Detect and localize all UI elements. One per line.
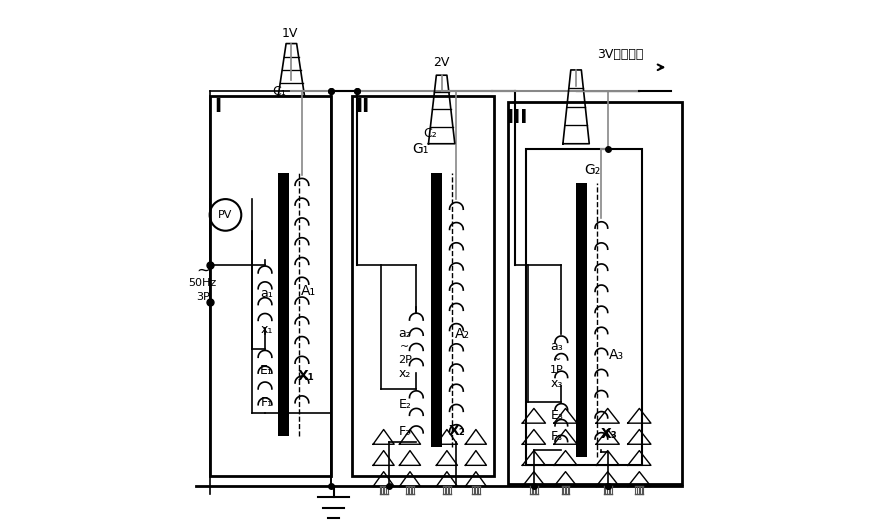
Text: C₂: C₂ <box>423 127 437 140</box>
Text: G₁: G₁ <box>412 142 428 156</box>
Bar <box>525 149 641 465</box>
Text: A₃: A₃ <box>608 348 623 361</box>
Text: 3P: 3P <box>196 292 210 302</box>
Text: a₁: a₁ <box>260 287 273 301</box>
Text: F₂: F₂ <box>398 425 410 438</box>
Text: a₂: a₂ <box>398 327 410 340</box>
Text: C₁: C₁ <box>272 84 285 98</box>
Text: a₃: a₃ <box>550 340 563 353</box>
Text: x₃: x₃ <box>550 377 563 390</box>
Text: II: II <box>355 98 369 116</box>
Text: PV: PV <box>218 210 232 220</box>
Text: ~: ~ <box>196 261 210 279</box>
Text: 3V至被试品: 3V至被试品 <box>596 48 643 60</box>
Bar <box>431 173 441 447</box>
Text: 2P: 2P <box>397 355 411 365</box>
Bar <box>210 96 331 476</box>
Text: A₁: A₁ <box>300 285 316 298</box>
Text: ~: ~ <box>400 342 409 352</box>
Text: G₂: G₂ <box>583 163 599 177</box>
Text: x₂: x₂ <box>398 367 410 379</box>
Text: F₁: F₁ <box>260 395 273 409</box>
Text: ~: ~ <box>553 355 560 365</box>
Text: X₃: X₃ <box>600 427 617 441</box>
Text: 1V: 1V <box>282 26 298 40</box>
Bar <box>575 183 586 457</box>
Text: X₁: X₁ <box>297 369 314 383</box>
Bar <box>507 102 681 484</box>
Text: x₁: x₁ <box>260 323 273 336</box>
Text: 2V: 2V <box>433 56 449 68</box>
Bar <box>278 173 289 436</box>
Text: F₃: F₃ <box>551 430 562 443</box>
Text: III: III <box>505 108 526 127</box>
Text: E₃: E₃ <box>550 409 563 422</box>
Text: I: I <box>214 98 221 116</box>
Text: A₂: A₂ <box>454 326 470 341</box>
Text: X₂: X₂ <box>448 424 466 438</box>
Text: E₁: E₁ <box>260 364 273 377</box>
Text: 50Hz: 50Hz <box>189 278 217 288</box>
Text: E₂: E₂ <box>398 398 410 411</box>
Bar <box>352 96 494 476</box>
Text: 1P: 1P <box>550 366 563 375</box>
